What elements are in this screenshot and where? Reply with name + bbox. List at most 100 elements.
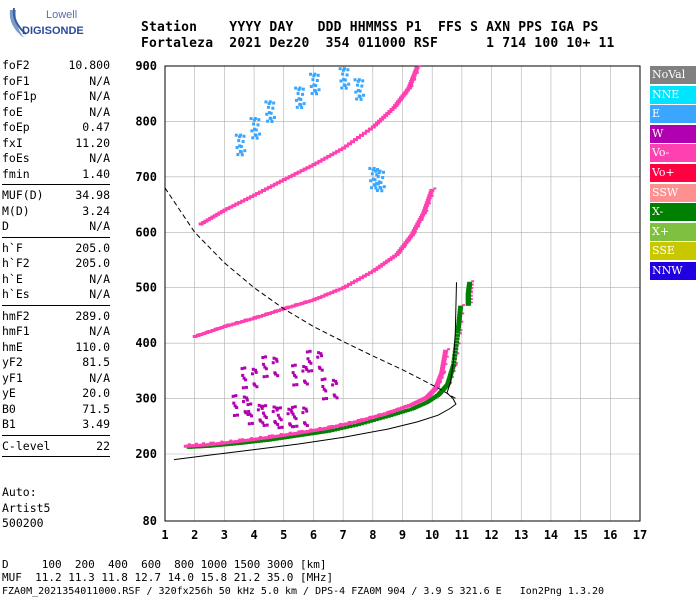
param-row-hf: h`F 205.0 [2,241,110,257]
trace-point [269,438,275,442]
trace-point [370,418,376,422]
trace-point [397,249,403,253]
trace-point [304,366,308,370]
trace-point [318,430,322,433]
param-row-yf1: yF1 N/A [2,371,110,387]
trace-point [379,416,385,420]
trace-point [342,77,346,81]
divider [2,434,110,436]
trace-point [441,357,447,361]
param-row-yf2: yF2 81.5 [2,355,110,371]
trace-point [391,106,397,110]
trace-point [247,422,251,426]
legend-item-x: X+ [650,222,696,241]
trace-point [470,286,474,289]
trace-point [324,389,328,393]
trace-point [241,386,245,390]
param-value: N/A [89,271,110,286]
trace-point [308,72,312,76]
trace-point [235,413,239,417]
trace-point [211,441,215,444]
trace-point [272,437,278,441]
param-row-foes: foEs N/A [2,151,110,167]
legend-item-ssw: SSW [650,183,696,202]
legend-item-x: X- [650,203,696,222]
trace-point [375,188,379,192]
param-row-fxi: fxI 11.20 [2,136,110,152]
trace-vo-1 [183,348,451,448]
param-value: N/A [89,89,110,103]
trace-point [406,237,412,241]
trace-point [296,434,302,438]
trace-point [243,441,249,445]
trace-point [222,443,228,447]
header-line-2: Fortaleza 2021 Dez20 354 011000 RSF 1 71… [141,36,615,51]
trace-point [381,115,387,119]
param-value: N/A [89,324,110,338]
trace-point [456,322,462,326]
trace-point [423,203,429,207]
trace-point [326,426,332,430]
trace-point [255,437,261,441]
param-row-clevel: C-level 22 [2,439,110,455]
param-label: h`F2 [2,256,30,270]
trace-point [267,111,271,115]
trace-point [274,357,278,361]
trace-point [303,422,307,426]
trace-point [202,442,206,445]
trace-point [266,185,272,189]
trace-point [250,414,254,418]
trace-point [253,117,257,121]
trace-point [373,183,377,187]
trace-point [239,133,243,137]
trace-point [255,385,259,389]
trace-point [246,196,252,200]
trace-point [323,426,329,430]
trace-point [373,178,377,182]
trace-point [469,291,473,294]
x-tick-label: 4 [250,528,257,542]
trace-point [387,109,393,113]
trace-point [376,413,382,417]
trace-point [228,440,234,444]
trace-point [323,156,329,160]
trace-point [311,428,317,432]
trace-point [263,414,267,418]
trace-point [298,86,302,90]
trace-point [335,149,341,153]
trace-point [254,370,258,374]
trace-point [309,85,313,89]
trace-point [237,201,243,205]
trace-point [327,425,331,428]
trace-point [416,220,422,224]
trace-point [278,434,284,438]
trace-point [201,331,207,335]
trace-point [372,166,376,170]
param-label: B1 [2,417,16,431]
trace-point [409,233,415,237]
param-label: yF1 [2,370,23,385]
trace-point [429,188,435,192]
trace-point [287,305,293,309]
trace-point [456,325,462,329]
trace-point [346,68,350,72]
y-tick-label: 900 [135,59,157,73]
trace-point [396,251,402,255]
trace-point [321,384,325,388]
trace-point [305,368,309,372]
trace-point [469,294,473,297]
trace-point [294,98,298,102]
trace-point [213,442,219,446]
trace-point [357,78,361,82]
trace-point [347,421,353,425]
logo-line1: Lowell [46,9,77,21]
autoscaling-info: Auto: Artist5 500200 [2,485,50,532]
trace-point [439,369,445,373]
trace-point [364,272,370,276]
trace-point [275,309,281,313]
trace-point [259,419,263,423]
trace-point [204,331,210,335]
x-tick-label: 17 [633,528,647,542]
trace-point [284,433,290,437]
trace-point [457,313,463,317]
